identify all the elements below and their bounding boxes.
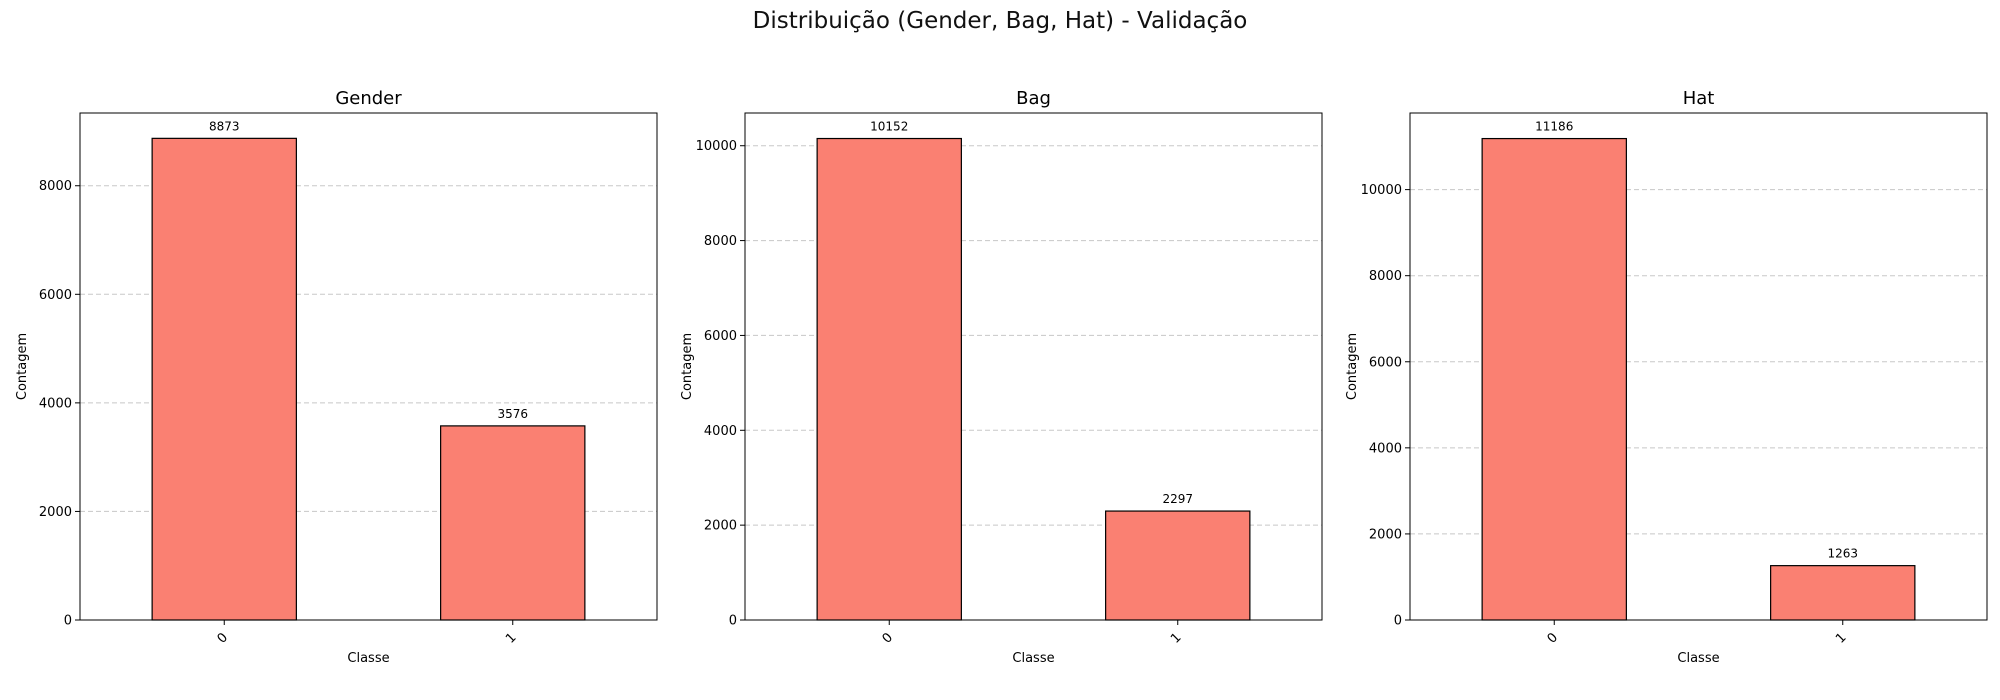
axes-frame [744, 112, 1323, 621]
y-tick-label: 0 [1394, 614, 1402, 629]
bar-value-label: 3576 [497, 407, 528, 421]
x-tick-label: 0 [1545, 630, 1561, 646]
x-tick-label: 1 [503, 630, 519, 646]
x-tick-label: 0 [215, 630, 231, 646]
y-tick-label: 8000 [704, 234, 737, 249]
bar-value-label: 2297 [1162, 492, 1193, 506]
bar [1770, 565, 1916, 621]
bar [1481, 137, 1627, 621]
chart-title: Gender [335, 88, 402, 109]
x-axis-label: Classe [347, 651, 389, 666]
figure-title: Distribuição (Gender, Bag, Hat) - Valida… [752, 8, 1248, 34]
y-tick-label: 8000 [39, 179, 72, 194]
bar-value-label: 11186 [1535, 120, 1573, 134]
chart-panel-hat: 11186 0 1263 1 0 2000 4000 6000 8000 10000 Hat Clas… [1345, 88, 1988, 666]
bar [816, 137, 962, 621]
y-axis-label: Contagem [15, 333, 30, 400]
bar-value-label: 10152 [870, 120, 908, 134]
y-tick-label: 4000 [39, 396, 72, 411]
y-tick-label: 4000 [704, 424, 737, 439]
bar-value-label: 1263 [1827, 547, 1858, 561]
chart-title: Bag [1016, 88, 1051, 109]
y-tick-label: 6000 [704, 329, 737, 344]
y-axis-label: Contagem [1345, 333, 1360, 400]
x-tick-label: 1 [1833, 630, 1849, 646]
y-tick-label: 8000 [1369, 269, 1402, 284]
y-axis-label: Contagem [680, 333, 695, 400]
chart-panel-bag: 10152 0 2297 1 0 2000 4000 6000 8000 10000 Bag Clas… [680, 88, 1323, 666]
bar-value-label: 8873 [209, 119, 240, 133]
bar [151, 137, 297, 621]
y-tick-label: 2000 [704, 519, 737, 534]
x-axis-label: Classe [1012, 651, 1054, 666]
axes-frame [79, 112, 658, 621]
bar [440, 425, 586, 621]
y-tick-label: 6000 [1369, 355, 1402, 370]
x-axis-label: Classe [1677, 651, 1719, 666]
x-tick-label: 0 [880, 630, 896, 646]
axes-frame [1409, 112, 1988, 621]
y-tick-label: 10000 [696, 139, 737, 154]
x-tick-label: 1 [1168, 630, 1184, 646]
y-tick-label: 4000 [1369, 441, 1402, 456]
y-tick-label: 2000 [39, 505, 72, 520]
y-tick-label: 10000 [1361, 183, 1402, 198]
bar [1105, 510, 1251, 621]
y-tick-label: 0 [729, 614, 737, 629]
chart-title: Hat [1683, 88, 1715, 109]
y-tick-label: 6000 [39, 288, 72, 303]
y-tick-label: 0 [64, 614, 72, 629]
chart-panel-gender: 8873 0 3576 1 0 2000 4000 6000 8000 Gender Classe C… [15, 88, 658, 666]
y-tick-label: 2000 [1369, 527, 1402, 542]
